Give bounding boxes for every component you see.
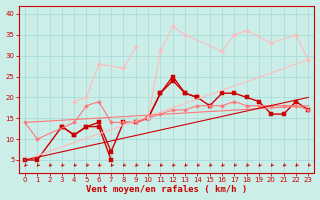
X-axis label: Vent moyen/en rafales ( km/h ): Vent moyen/en rafales ( km/h ) [86, 185, 247, 194]
